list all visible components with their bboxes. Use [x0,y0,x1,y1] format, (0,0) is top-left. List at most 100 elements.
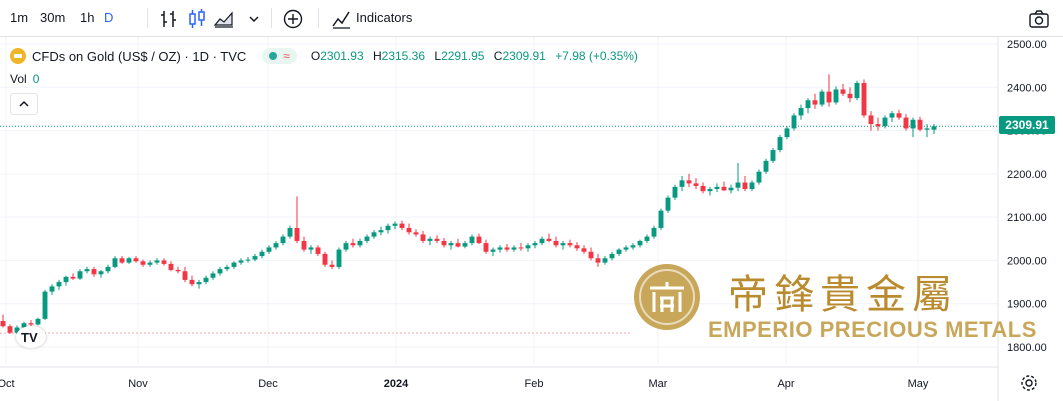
candle [427,236,433,246]
candle [217,266,223,276]
x-tick-label: 2024 [384,378,409,390]
candle-body [749,182,755,190]
candle-body [784,128,790,138]
candle-body [140,261,146,265]
candle [336,247,342,270]
candle-body [651,227,657,237]
candle-body [504,247,510,250]
candle [301,236,307,252]
candle-body [770,150,776,161]
candle-body [875,124,881,127]
indicators-button[interactable]: Indicators [356,10,413,25]
candle-body [777,137,783,151]
watermark-logo [634,264,700,330]
timeframe-1m[interactable]: 1m [10,10,29,25]
candle-body [889,113,895,118]
candle-body [791,115,797,129]
candle [882,115,888,129]
candle-body [203,277,209,283]
volume-label: Vol [10,72,27,86]
candle [525,243,531,252]
open-value: 2301.93 [320,49,364,63]
candle [511,245,517,252]
candle [140,259,146,267]
timeframe-30m[interactable]: 30m [40,10,66,25]
candle-body [917,119,923,130]
x-tick-label: Dec [258,378,278,390]
candle-style-icon[interactable] [186,8,208,30]
candle-body [595,258,601,263]
timeframe-1h[interactable]: 1h [80,10,95,25]
settings-gear-icon[interactable] [1020,374,1038,392]
candle [287,225,293,239]
candle-body [84,269,90,272]
candle-body [532,243,538,246]
candle [469,234,475,246]
candle [63,275,69,286]
candle [315,245,321,257]
symbol-title[interactable]: CFDs on Gold (US$ / OZ) · 1D · TVC [32,48,247,64]
candle-body [896,113,902,118]
add-compare-icon[interactable] [282,8,304,30]
candle [413,229,419,237]
area-style-icon[interactable] [213,8,235,30]
y-tick-label: 2200.00 [1007,169,1047,181]
y-tick-label: 2000.00 [1007,255,1047,267]
candle [168,261,174,272]
candle [497,245,503,253]
candle [322,251,328,267]
candle [770,147,776,164]
camera-icon[interactable] [1028,9,1050,29]
candle [91,266,97,277]
candle-body [679,180,685,187]
candle [651,225,657,239]
candle-body [343,243,349,250]
candle-body [840,89,846,94]
timeframe-d[interactable]: D [104,10,114,25]
candle [434,235,440,244]
candle [763,158,769,174]
indicators-icon[interactable] [330,8,352,30]
x-tick-label: Nov [128,378,148,390]
candle-body [546,238,552,241]
candle [875,117,881,131]
candle-body [497,247,503,250]
collapse-legend-button[interactable] [10,93,38,115]
candle [462,240,468,249]
candle-body [189,279,195,285]
status-pill[interactable]: ≈ [262,48,297,64]
candle [189,275,195,287]
candle-body [924,128,930,130]
candle-body [434,238,440,241]
candle [721,181,727,192]
candle [679,176,685,192]
candle [749,180,755,192]
symbol-legend: CFDs on Gold (US$ / OZ) · 1D · TVC ≈ O23… [10,47,638,65]
candle-body [161,260,167,264]
candle [455,238,461,248]
candle [896,109,902,120]
candle [532,240,538,249]
candle-body [455,243,461,247]
delayed-data-icon: ≈ [283,49,290,63]
candle-body [623,247,629,250]
candle-body [931,126,937,130]
change-value: +7.98 (+0.35%) [555,49,638,63]
candle [490,247,496,257]
candle [665,195,671,213]
open-label: O [310,49,321,63]
candle-body [14,327,20,333]
top-toolbar: 1m 30m 1h D Indicators [0,0,1063,36]
tradingview-logo[interactable]: TV [16,326,46,348]
x-tick-label: Mar [649,378,668,390]
candle [371,230,377,239]
chevron-down-icon[interactable] [246,8,262,30]
bar-style-icon[interactable] [158,8,180,30]
candle-body [406,227,412,233]
watermark-english: EMPERIO PRECIOUS METALS [708,317,1037,342]
candle [623,245,629,252]
candle [476,233,482,244]
candle [378,226,384,236]
candle-body [56,282,62,287]
